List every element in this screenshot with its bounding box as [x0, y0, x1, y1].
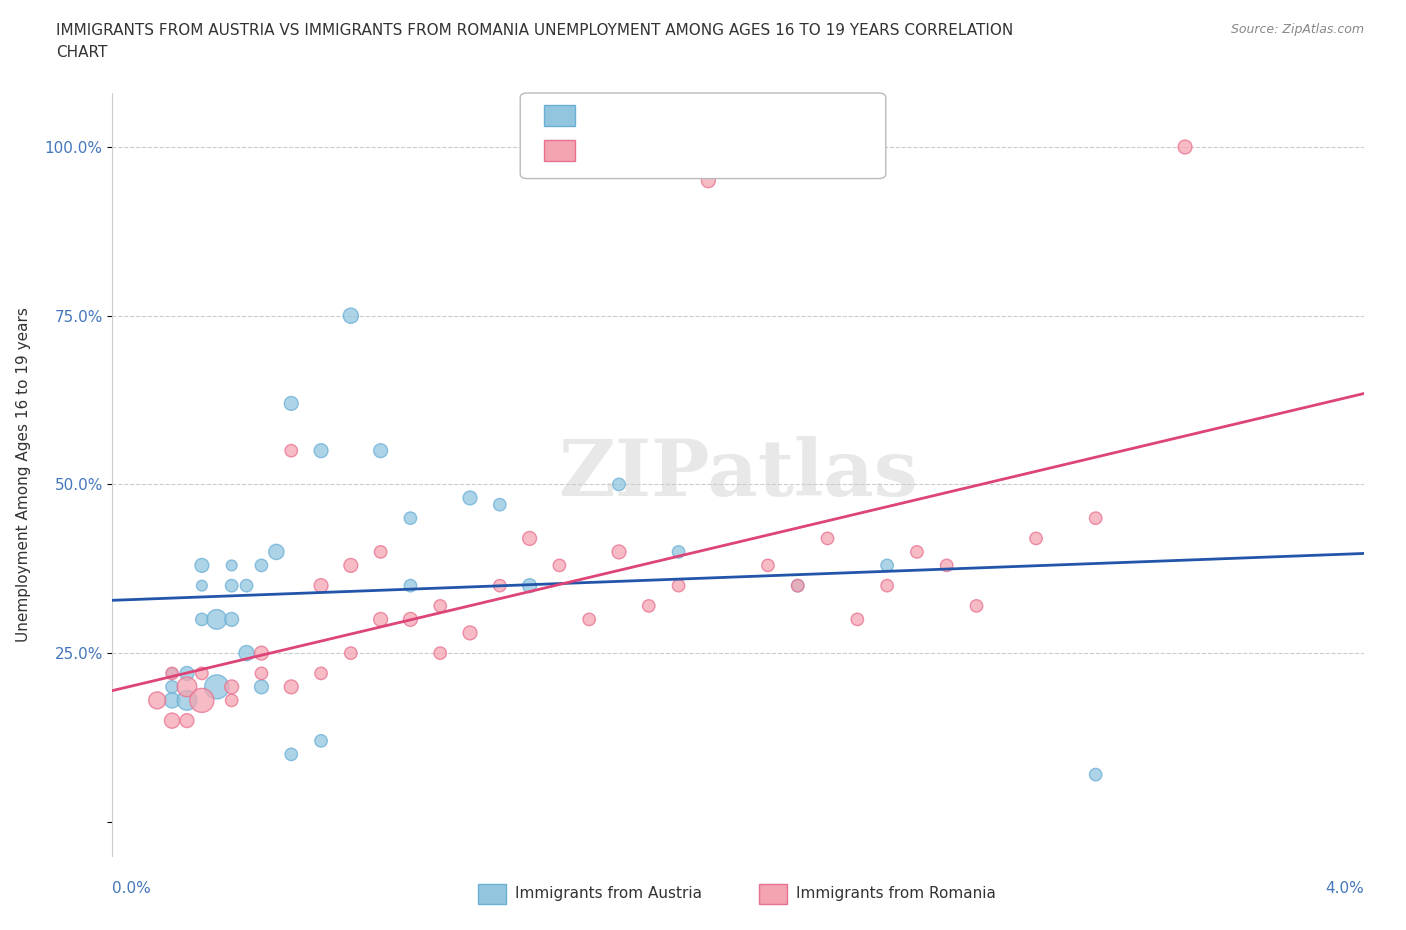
Point	[458, 626, 481, 641]
Point	[488, 498, 510, 512]
Text: 0.0%: 0.0%	[112, 881, 152, 896]
Point	[160, 666, 183, 681]
Point	[1084, 767, 1107, 782]
Point	[191, 666, 214, 681]
Point	[607, 477, 630, 492]
Point	[429, 645, 451, 660]
Point	[1174, 140, 1197, 154]
Point	[607, 544, 630, 559]
Point	[160, 680, 183, 695]
Point	[221, 693, 243, 708]
Point	[280, 396, 302, 411]
Point	[1084, 511, 1107, 525]
Point	[191, 693, 214, 708]
Point	[160, 693, 183, 708]
Point	[146, 693, 169, 708]
Point	[399, 511, 422, 525]
Text: N = 34: N = 34	[724, 105, 782, 124]
Point	[578, 612, 600, 627]
Point	[176, 680, 198, 695]
Point	[846, 612, 869, 627]
Point	[966, 599, 988, 614]
Point	[519, 531, 541, 546]
Text: IMMIGRANTS FROM AUSTRIA VS IMMIGRANTS FROM ROMANIA UNEMPLOYMENT AMONG AGES 16 TO: IMMIGRANTS FROM AUSTRIA VS IMMIGRANTS FR…	[56, 23, 1014, 38]
Point	[235, 578, 257, 593]
Point	[221, 578, 243, 593]
Point	[280, 444, 302, 458]
Point	[280, 680, 302, 695]
Point	[205, 612, 228, 627]
Point	[250, 680, 273, 695]
Point	[221, 612, 243, 627]
Point	[519, 578, 541, 593]
Point	[309, 734, 332, 749]
Point	[340, 308, 363, 323]
Point	[488, 578, 510, 593]
Point	[191, 612, 214, 627]
Point	[399, 578, 422, 593]
Point	[876, 578, 898, 593]
Point	[668, 544, 690, 559]
Point	[250, 645, 273, 660]
Point	[399, 612, 422, 627]
Point	[697, 173, 720, 188]
Point	[370, 544, 392, 559]
Text: R = 0.184: R = 0.184	[583, 105, 666, 124]
Point	[817, 531, 839, 546]
Point	[235, 645, 257, 660]
Point	[176, 713, 198, 728]
Point	[221, 558, 243, 573]
Y-axis label: Unemployment Among Ages 16 to 19 years: Unemployment Among Ages 16 to 19 years	[15, 307, 31, 642]
Point	[250, 558, 273, 573]
Point	[370, 612, 392, 627]
Text: ZIPatlas: ZIPatlas	[558, 436, 918, 512]
Text: 4.0%: 4.0%	[1324, 881, 1364, 896]
Point	[668, 578, 690, 593]
Text: N = 42: N = 42	[724, 140, 782, 159]
Point	[309, 444, 332, 458]
Point	[205, 680, 228, 695]
Point	[160, 666, 183, 681]
Point	[309, 666, 332, 681]
Point	[876, 558, 898, 573]
Point	[160, 713, 183, 728]
Point	[309, 578, 332, 593]
Point	[176, 666, 198, 681]
Point	[786, 578, 808, 593]
Point	[340, 558, 363, 573]
Point	[266, 544, 288, 559]
Point	[176, 693, 198, 708]
Point	[221, 680, 243, 695]
Point	[429, 599, 451, 614]
Text: Source: ZipAtlas.com: Source: ZipAtlas.com	[1230, 23, 1364, 36]
Point	[191, 578, 214, 593]
Text: R = 0.563: R = 0.563	[583, 140, 666, 159]
Point	[370, 444, 392, 458]
Point	[458, 490, 481, 505]
Point	[905, 544, 928, 559]
Point	[191, 558, 214, 573]
Point	[935, 558, 957, 573]
Point	[250, 666, 273, 681]
Text: Immigrants from Romania: Immigrants from Romania	[796, 886, 995, 901]
Point	[340, 645, 363, 660]
Point	[280, 747, 302, 762]
Text: Immigrants from Austria: Immigrants from Austria	[515, 886, 702, 901]
Point	[637, 599, 659, 614]
Point	[548, 558, 571, 573]
Point	[786, 578, 808, 593]
Text: CHART: CHART	[56, 45, 108, 60]
Point	[1025, 531, 1047, 546]
Point	[756, 558, 779, 573]
